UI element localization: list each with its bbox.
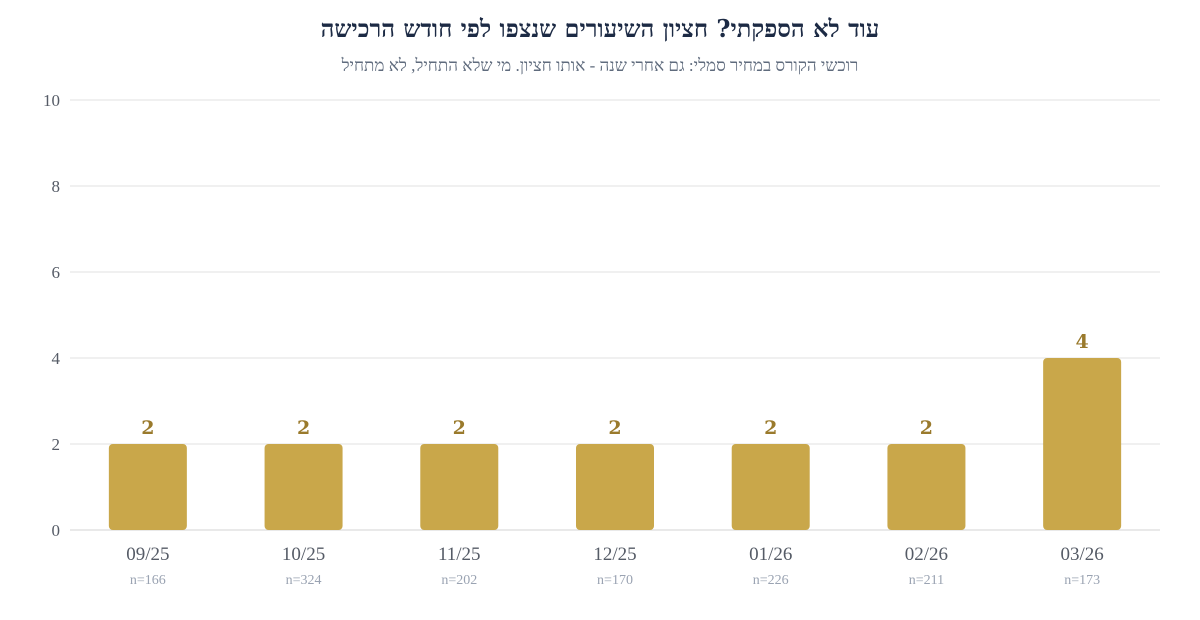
sample-size-label: n=324	[286, 573, 322, 588]
sample-size-label: n=170	[597, 573, 633, 588]
sample-size-label: n=202	[441, 573, 477, 588]
sample-size-label: n=226	[753, 573, 789, 588]
bar	[420, 444, 499, 530]
bar	[576, 444, 654, 530]
x-tick-label: 01/26	[749, 544, 792, 565]
y-tick-label: 4	[52, 349, 61, 368]
y-tick-label: 2	[52, 435, 61, 454]
y-tick-label: 10	[43, 91, 60, 110]
sample-size-label: n=173	[1064, 573, 1100, 588]
x-tick-label: 12/25	[593, 544, 636, 565]
x-tick-label: 03/26	[1061, 544, 1104, 565]
bar	[108, 444, 187, 530]
x-tick-label: 11/25	[438, 544, 481, 565]
bar-value-label: 2	[608, 417, 621, 439]
x-tick-label: 10/25	[282, 544, 325, 565]
chart-title: עוד לא הספקתי? חציון השיעורים שנצפו לפי …	[320, 14, 880, 43]
y-tick-label: 8	[52, 177, 61, 196]
bar	[887, 444, 966, 530]
bar-value-label: 2	[141, 417, 154, 439]
bar	[264, 444, 343, 530]
bar	[731, 444, 810, 530]
sample-size-label: n=166	[130, 573, 166, 588]
bar-value-label: 2	[764, 417, 777, 439]
y-tick-label: 0	[52, 521, 61, 540]
bar-value-label: 2	[297, 417, 310, 439]
bar-value-label: 2	[920, 417, 933, 439]
x-tick-label: 09/25	[126, 544, 169, 565]
bar-value-label: 2	[453, 417, 466, 439]
bar-value-label: 4	[1076, 331, 1089, 353]
sample-size-label: n=211	[909, 573, 944, 588]
chart-subtitle: רוכשי הקורס במחיר סמלי: גם אחרי שנה - או…	[341, 56, 859, 75]
bar	[1043, 358, 1122, 530]
y-tick-label: 6	[52, 263, 61, 282]
x-tick-label: 02/26	[905, 544, 948, 565]
